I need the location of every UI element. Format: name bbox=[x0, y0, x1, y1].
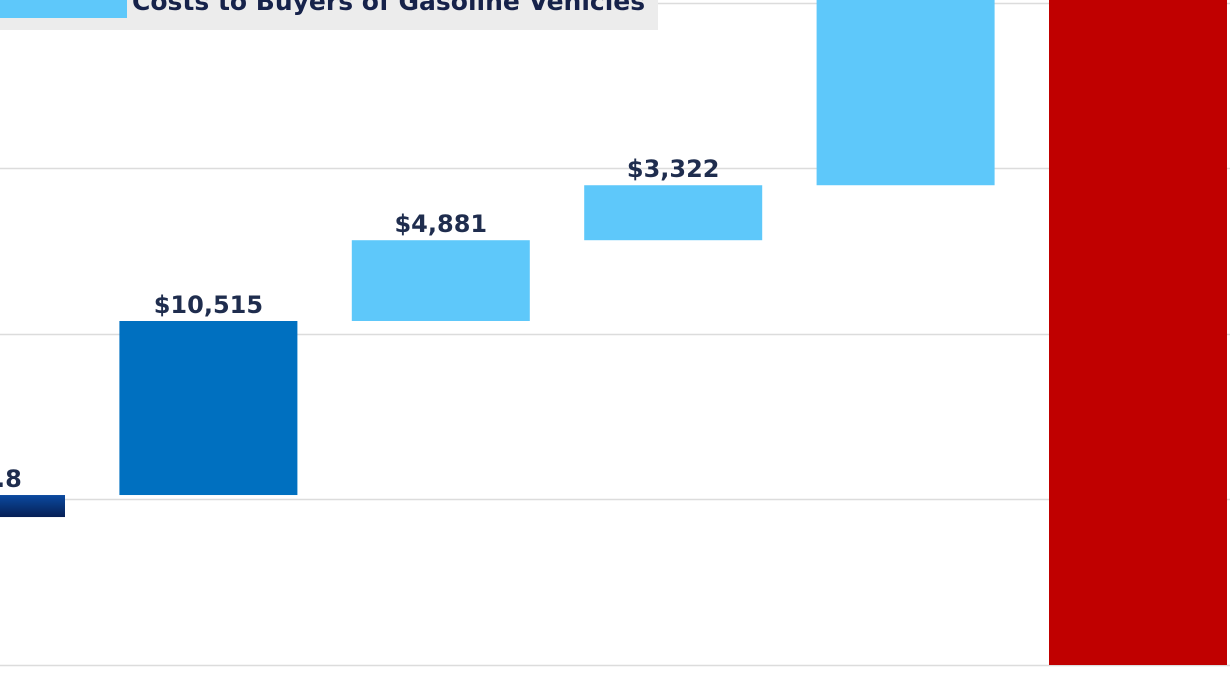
bar-4 bbox=[816, 0, 995, 186]
data-label-1: $10,515 bbox=[154, 291, 263, 319]
legend-label: Costs to Buyers of Gasoline Vehicles bbox=[132, 0, 645, 16]
legend: Costs to Buyers of Gasoline Vehicles bbox=[0, 0, 658, 30]
bar-3 bbox=[584, 185, 763, 241]
bar-5 bbox=[1049, 0, 1227, 665]
bar-1 bbox=[119, 320, 298, 496]
bar-2 bbox=[351, 240, 530, 321]
data-label-0: .8 bbox=[0, 465, 22, 493]
bar-0 bbox=[0, 495, 65, 518]
data-label-2: $4,881 bbox=[394, 210, 487, 238]
legend-swatch bbox=[0, 0, 127, 18]
data-label-3: $3,322 bbox=[627, 155, 720, 183]
